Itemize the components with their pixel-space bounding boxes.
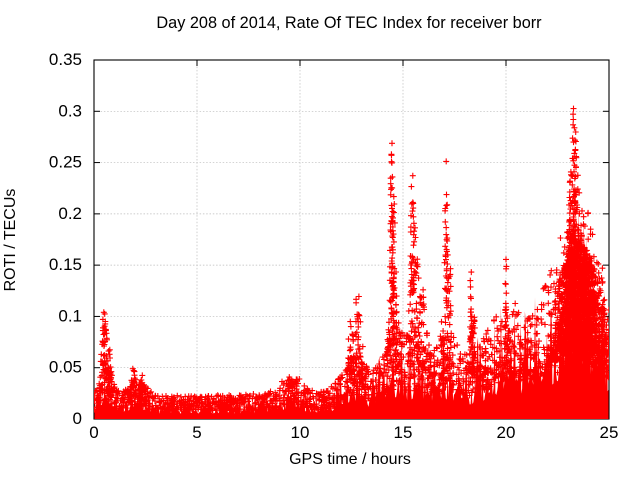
svg-text:0.25: 0.25 bbox=[49, 153, 82, 172]
svg-text:Day 208 of 2014, Rate Of TEC I: Day 208 of 2014, Rate Of TEC Index for r… bbox=[156, 14, 542, 32]
svg-text:0.35: 0.35 bbox=[49, 50, 82, 69]
svg-text:10: 10 bbox=[291, 423, 310, 442]
svg-text:0: 0 bbox=[73, 409, 82, 428]
svg-text:0.15: 0.15 bbox=[49, 255, 82, 274]
svg-text:0.05: 0.05 bbox=[49, 358, 82, 377]
svg-text:5: 5 bbox=[192, 423, 201, 442]
svg-text:25: 25 bbox=[600, 423, 619, 442]
svg-text:GPS time / hours: GPS time / hours bbox=[289, 451, 411, 468]
svg-text:0.1: 0.1 bbox=[58, 306, 82, 325]
svg-text:0.2: 0.2 bbox=[58, 204, 82, 223]
svg-text:0.3: 0.3 bbox=[58, 101, 82, 120]
svg-text:15: 15 bbox=[394, 423, 413, 442]
svg-text:ROTI / TECUs: ROTI / TECUs bbox=[2, 189, 19, 292]
svg-text:0: 0 bbox=[89, 423, 98, 442]
svg-text:20: 20 bbox=[497, 423, 516, 442]
